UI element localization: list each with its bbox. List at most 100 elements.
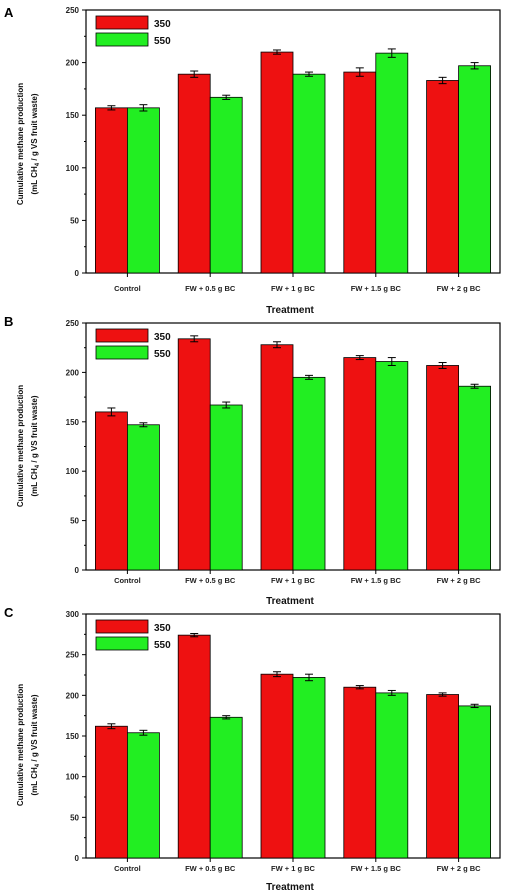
y-axis-label-line2: (mL CH4 / g VS fruit waste): [30, 694, 41, 795]
y-axis-label-part-b: / g VS fruit waste): [30, 694, 39, 764]
x-tick-label: FW + 1.5 g BC: [351, 576, 402, 585]
y-tick-label: 0: [75, 854, 80, 863]
y-tick-label: 50: [70, 813, 79, 822]
y-axis-label-line1: Cumulative methane production: [16, 83, 25, 205]
bar-350: [177, 634, 211, 859]
bar-350: [95, 107, 128, 274]
y-tick-label: 50: [70, 216, 79, 225]
y-tick-label: 0: [75, 566, 80, 575]
y-tick-label: 200: [66, 691, 80, 700]
x-tick-label: FW + 1 g BC: [271, 284, 316, 293]
legend-swatch-350: [95, 328, 149, 343]
bar-550: [209, 404, 243, 571]
panel-label: A: [4, 5, 14, 20]
y-axis-label-subscript: 4: [35, 464, 41, 468]
bar-350: [260, 673, 294, 859]
y-axis-label-line2: (mL CH4 / g VS fruit waste): [30, 93, 41, 194]
bar-350: [426, 694, 460, 859]
x-tick-label: FW + 0.5 g BC: [185, 284, 236, 293]
x-tick-label: FW + 2 g BC: [437, 576, 482, 585]
bar-550: [458, 65, 492, 274]
y-axis-label-line1: Cumulative methane production: [16, 385, 25, 507]
y-axis-label-part-a: (mL CH: [30, 767, 39, 796]
y-tick-label: 100: [66, 773, 80, 782]
x-tick-label: FW + 1.5 g BC: [351, 284, 402, 293]
bar-550: [292, 677, 326, 859]
bar-550: [458, 385, 492, 571]
legend-swatch-550: [95, 32, 149, 47]
y-tick-label: 300: [66, 610, 80, 619]
legend-label-550: 550: [154, 349, 171, 360]
y-tick-label: 100: [66, 164, 80, 173]
bar-550: [375, 52, 409, 274]
bar-350: [95, 411, 128, 571]
x-tick-label: FW + 0.5 g BC: [185, 576, 236, 585]
bar-550: [127, 732, 160, 859]
x-tick-label: FW + 2 g BC: [437, 284, 482, 293]
x-axis-title: Treatment: [266, 882, 314, 893]
y-axis-label-subscript: 4: [35, 763, 41, 767]
bar-550: [292, 376, 326, 571]
x-tick-label: FW + 0.5 g BC: [185, 864, 236, 873]
legend-label-350: 350: [154, 623, 171, 634]
y-tick-label: 150: [66, 111, 80, 120]
y-tick-label: 100: [66, 467, 80, 476]
legend-swatch-350: [95, 15, 149, 30]
bar-550: [375, 361, 409, 571]
y-tick-label: 0: [75, 269, 80, 278]
y-tick-label: 150: [66, 418, 80, 427]
x-tick-label: Control: [114, 864, 141, 873]
y-tick-label: 50: [70, 517, 79, 526]
legend-label-550: 550: [154, 36, 171, 47]
y-axis-label-part-a: (mL CH: [30, 468, 39, 497]
legend-swatch-550: [95, 345, 149, 360]
x-axis-title: Treatment: [266, 305, 314, 316]
bar-550: [458, 705, 492, 859]
legend-label-350: 350: [154, 19, 171, 30]
y-axis-label-part-a: (mL CH: [30, 166, 39, 195]
bar-350: [260, 51, 294, 274]
plot-area: 0 50 100 150 200 250 300 Control FW + 0.5 g BC FW…: [66, 610, 501, 873]
legend-label-550: 550: [154, 640, 171, 651]
x-tick-label: Control: [114, 576, 141, 585]
chart-panel-b: B Cumulative methane production (mL CH4 …: [4, 314, 501, 607]
bar-550: [209, 716, 243, 859]
plot-area: 0 50 100 150 200 250 Control FW + 0.5 g BC FW + …: [66, 6, 501, 293]
bar-350: [343, 71, 377, 274]
bar-550: [127, 424, 160, 571]
y-axis-label-subscript: 4: [35, 162, 41, 166]
y-axis-label-part-b: / g VS fruit waste): [30, 93, 39, 163]
panel-label: B: [4, 314, 13, 329]
y-tick-label: 200: [66, 368, 80, 377]
legend-swatch-350: [95, 619, 149, 634]
bar-350: [260, 344, 294, 571]
x-tick-label: Control: [114, 284, 141, 293]
plot-area: 0 50 100 150 200 250 Control FW + 0.5 g BC FW + …: [66, 319, 501, 585]
y-tick-label: 250: [66, 319, 80, 328]
x-tick-label: FW + 1 g BC: [271, 864, 316, 873]
legend-swatch-550: [95, 636, 149, 651]
panel-label: C: [4, 605, 14, 620]
x-axis-title: Treatment: [266, 596, 314, 607]
bar-550: [209, 96, 243, 274]
y-tick-label: 250: [66, 651, 80, 660]
bar-550: [127, 107, 160, 274]
y-axis-label-line2: (mL CH4 / g VS fruit waste): [30, 395, 41, 496]
bar-350: [95, 725, 128, 859]
bar-350: [426, 80, 460, 274]
bar-350: [343, 357, 377, 571]
x-tick-label: FW + 2 g BC: [437, 864, 482, 873]
y-tick-label: 250: [66, 6, 80, 15]
bar-350: [426, 365, 460, 571]
chart-panel-c: C Cumulative methane production (mL CH4 …: [4, 605, 501, 893]
y-axis-label-line1: Cumulative methane production: [16, 684, 25, 806]
y-tick-label: 200: [66, 59, 80, 68]
y-tick-label: 150: [66, 732, 80, 741]
bar-550: [292, 73, 326, 274]
x-tick-label: FW + 1.5 g BC: [351, 864, 402, 873]
bar-350: [343, 686, 377, 859]
legend-label-350: 350: [154, 332, 171, 343]
y-axis-label-part-b: / g VS fruit waste): [30, 395, 39, 465]
bar-350: [177, 73, 211, 274]
